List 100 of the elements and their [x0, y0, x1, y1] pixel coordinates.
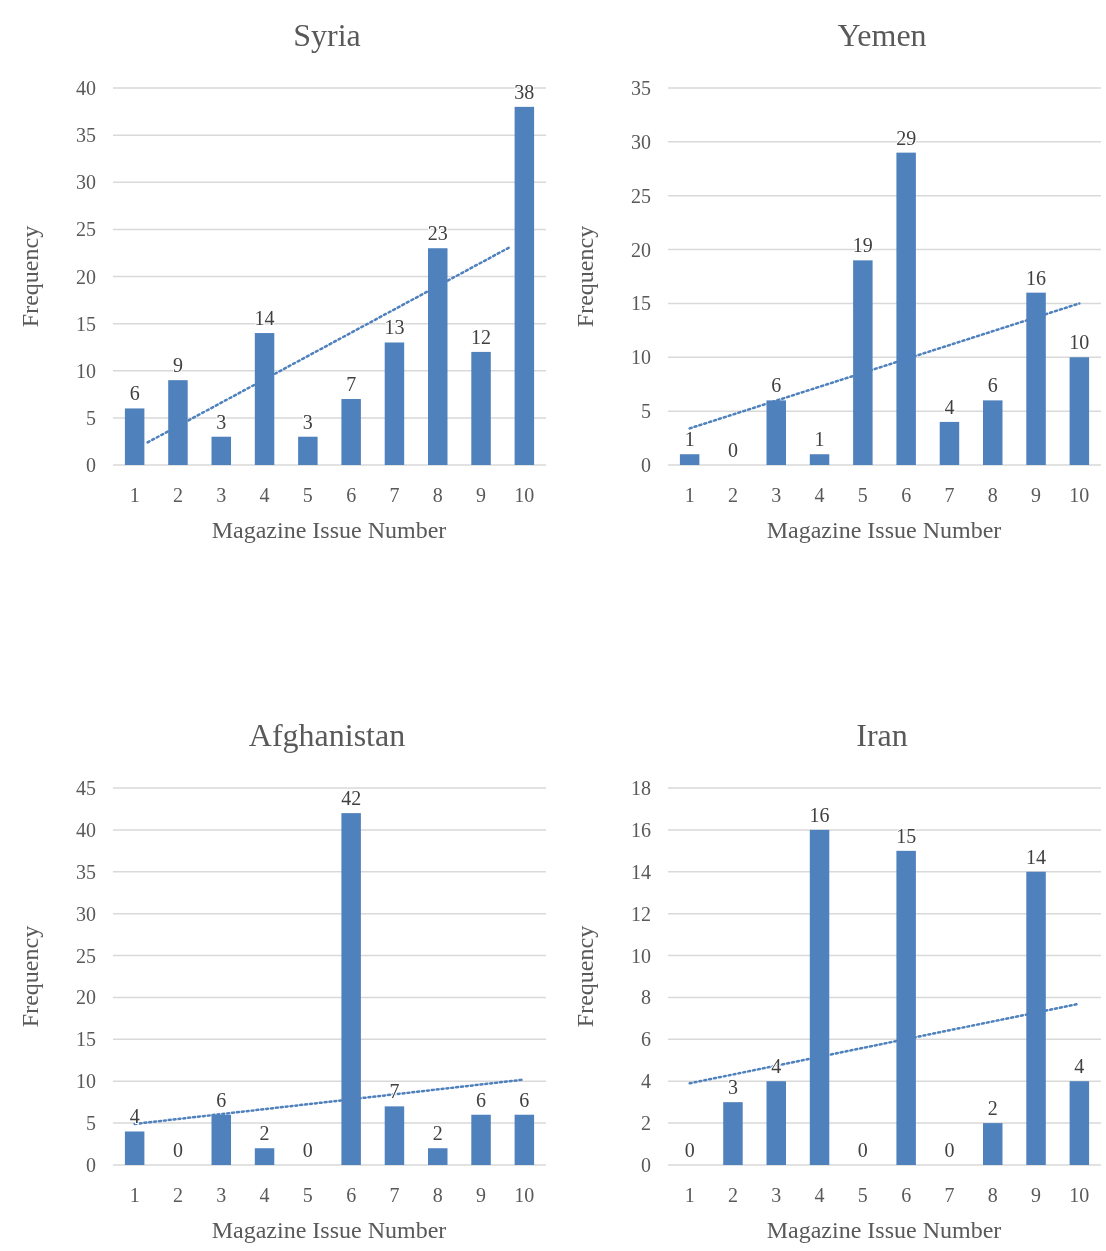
x-tick-label: 10: [514, 1184, 535, 1206]
data-label: 15: [896, 824, 917, 847]
x-tick-label: 6: [346, 484, 357, 506]
y-tick-label: 35: [76, 860, 96, 883]
x-tick-label: 5: [857, 484, 868, 506]
x-tick-label: 9: [476, 1184, 487, 1206]
x-tick-label: 9: [476, 484, 487, 506]
x-tick-label: 8: [432, 484, 443, 506]
data-label: 16: [809, 803, 830, 826]
data-label: 42: [341, 787, 362, 810]
bar: [211, 436, 231, 465]
data-label: 4: [944, 395, 955, 418]
chart-title: Yemen: [837, 17, 927, 53]
x-tick-label: 5: [302, 484, 313, 506]
data-label: 14: [254, 307, 275, 330]
bar: [341, 399, 361, 465]
y-axis-title: Frequency: [17, 925, 43, 1028]
y-tick-label: 5: [86, 1112, 96, 1135]
y-tick-label: 15: [76, 312, 96, 335]
data-label: 4: [1074, 1055, 1085, 1078]
y-tick-label: 0: [86, 1154, 96, 1176]
bar: [514, 1114, 535, 1165]
x-tick-label: 4: [259, 484, 270, 506]
data-label: 0: [944, 1139, 955, 1161]
y-tick-label: 15: [631, 292, 651, 315]
data-label: 1: [684, 428, 695, 451]
y-tick-label: 5: [86, 406, 96, 429]
data-label: 6: [987, 374, 998, 397]
x-tick-label: 1: [129, 484, 140, 506]
y-tick-label: 40: [76, 77, 96, 99]
x-tick-label: 3: [216, 484, 227, 506]
bar: [983, 400, 1003, 465]
y-tick-label: 16: [631, 818, 651, 841]
data-label: 4: [129, 1105, 140, 1128]
data-label: 6: [216, 1088, 227, 1111]
y-tick-label: 5: [641, 400, 651, 423]
x-axis-title: Magazine Issue Number: [211, 1217, 447, 1243]
bar: [723, 1102, 743, 1165]
y-axis-title: Frequency: [17, 225, 43, 328]
data-label: 6: [129, 382, 140, 405]
x-axis-title: Magazine Issue Number: [766, 1217, 1002, 1243]
bar: [471, 1114, 491, 1165]
x-tick-label: 2: [172, 484, 183, 506]
bar: [809, 454, 830, 465]
x-tick-label: 3: [216, 1184, 227, 1206]
x-tick-label: 8: [987, 484, 998, 506]
bar: [428, 1148, 448, 1165]
y-tick-label: 30: [76, 171, 96, 194]
y-tick-label: 30: [631, 130, 651, 153]
bar: [124, 1131, 145, 1165]
y-tick-label: 2: [641, 1112, 651, 1135]
y-tick-label: 0: [86, 454, 96, 476]
y-tick-label: 40: [76, 818, 96, 841]
y-tick-label: 12: [631, 902, 651, 925]
data-label: 9: [172, 354, 183, 377]
data-label: 19: [852, 234, 873, 257]
y-axis-title: Frequency: [572, 225, 598, 328]
data-label: 23: [427, 222, 448, 245]
x-axis-title: Magazine Issue Number: [211, 517, 447, 543]
data-label: 3: [727, 1076, 738, 1099]
x-tick-label: 2: [727, 484, 738, 506]
y-tick-label: 10: [76, 359, 96, 382]
y-tick-label: 8: [641, 986, 651, 1009]
bar: [471, 351, 491, 465]
data-label: 1: [814, 428, 825, 451]
chart-title: Iran: [856, 717, 908, 753]
y-tick-label: 10: [76, 1070, 96, 1093]
bar: [514, 106, 535, 465]
bar: [298, 436, 318, 465]
x-tick-label: 9: [1031, 484, 1042, 506]
data-label: 3: [216, 410, 227, 433]
y-tick-label: 35: [631, 77, 651, 99]
data-label: 2: [259, 1122, 270, 1145]
x-tick-label: 10: [1069, 1184, 1090, 1206]
x-tick-label: 8: [987, 1184, 998, 1206]
x-tick-label: 1: [684, 1184, 695, 1206]
data-label: 7: [346, 373, 357, 396]
x-tick-label: 7: [944, 1184, 955, 1206]
data-label: 16: [1026, 266, 1047, 289]
x-tick-label: 4: [814, 484, 825, 506]
x-tick-label: 5: [302, 1184, 313, 1206]
y-tick-label: 18: [631, 777, 651, 799]
y-tick-label: 25: [76, 218, 96, 241]
x-tick-label: 6: [901, 484, 912, 506]
bar: [384, 1106, 405, 1165]
x-tick-label: 5: [857, 1184, 868, 1206]
data-label: 0: [172, 1139, 183, 1161]
bar: [679, 454, 700, 465]
data-label: 38: [514, 80, 535, 103]
data-label: 6: [519, 1088, 530, 1111]
data-label: 0: [684, 1139, 695, 1161]
data-label: 6: [771, 374, 782, 397]
x-tick-label: 7: [389, 1184, 400, 1206]
y-tick-label: 10: [631, 944, 651, 967]
bar: [124, 408, 145, 465]
y-tick-label: 20: [76, 265, 96, 288]
data-label: 12: [471, 325, 492, 348]
x-tick-label: 2: [727, 1184, 738, 1206]
y-tick-label: 4: [641, 1070, 651, 1093]
y-tick-label: 0: [641, 454, 651, 476]
